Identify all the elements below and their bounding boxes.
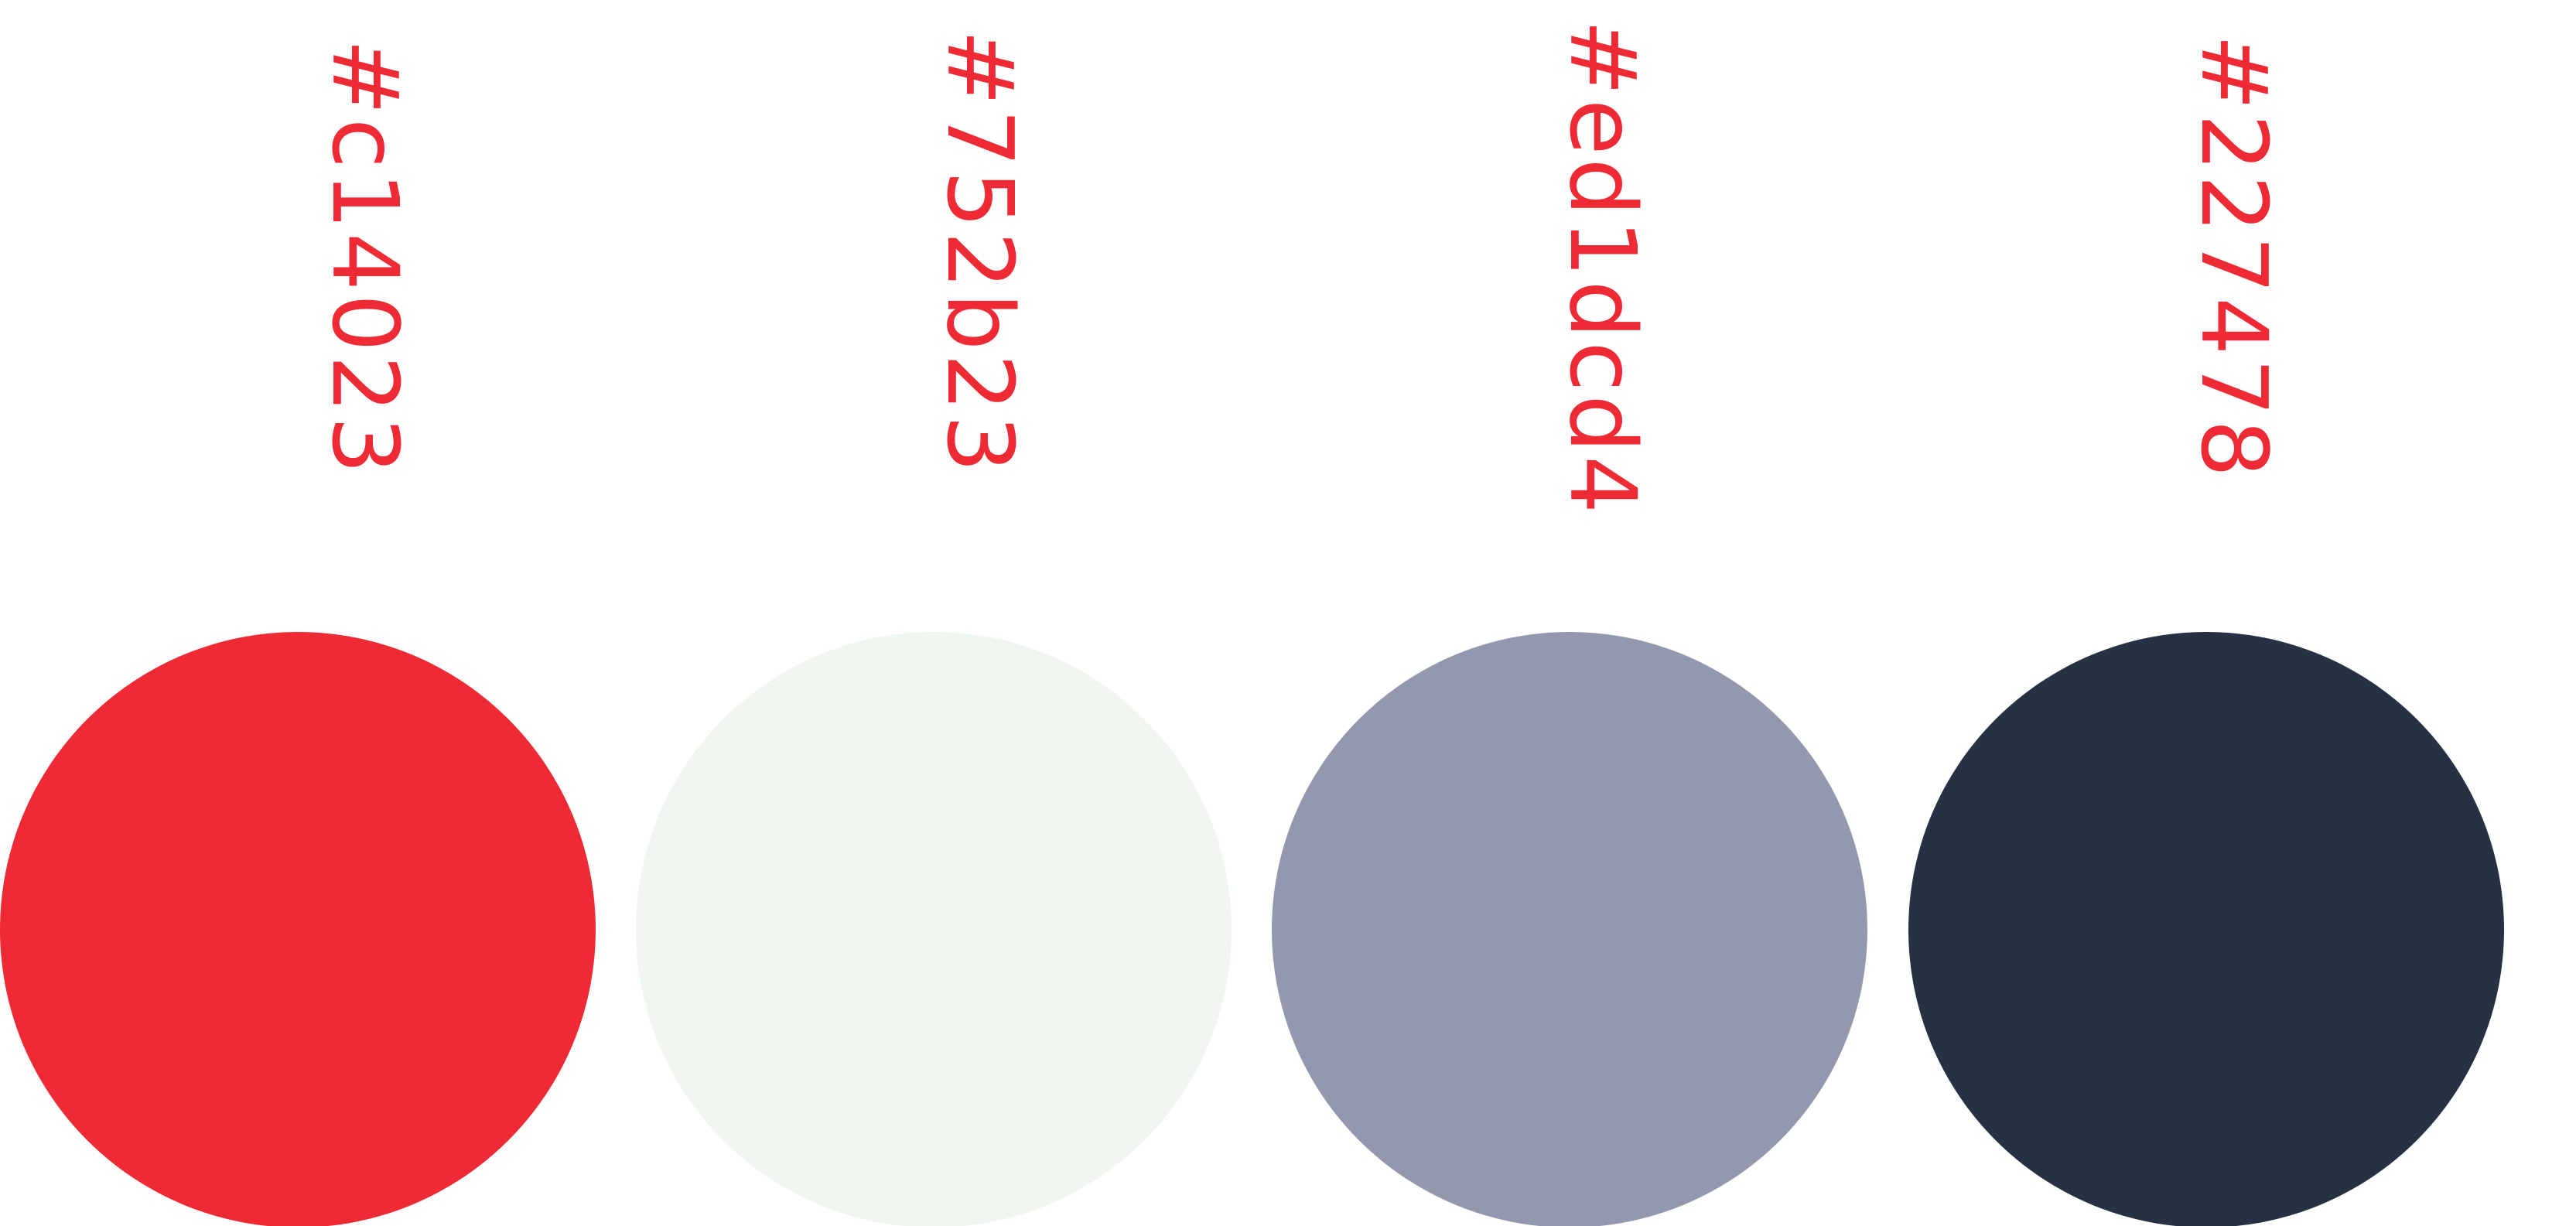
color-swatch-circle [636,632,1232,1226]
color-swatch-circle [1908,632,2504,1226]
color-code-label: #c14023 [312,39,419,478]
color-code-label: #752b23 [927,29,1033,476]
color-swatch-circle [1272,632,1867,1226]
color-code-label: #ed1dcd4 [1549,19,1656,517]
color-code-label: #227478 [2181,34,2287,481]
color-swatch-circle [0,632,596,1226]
